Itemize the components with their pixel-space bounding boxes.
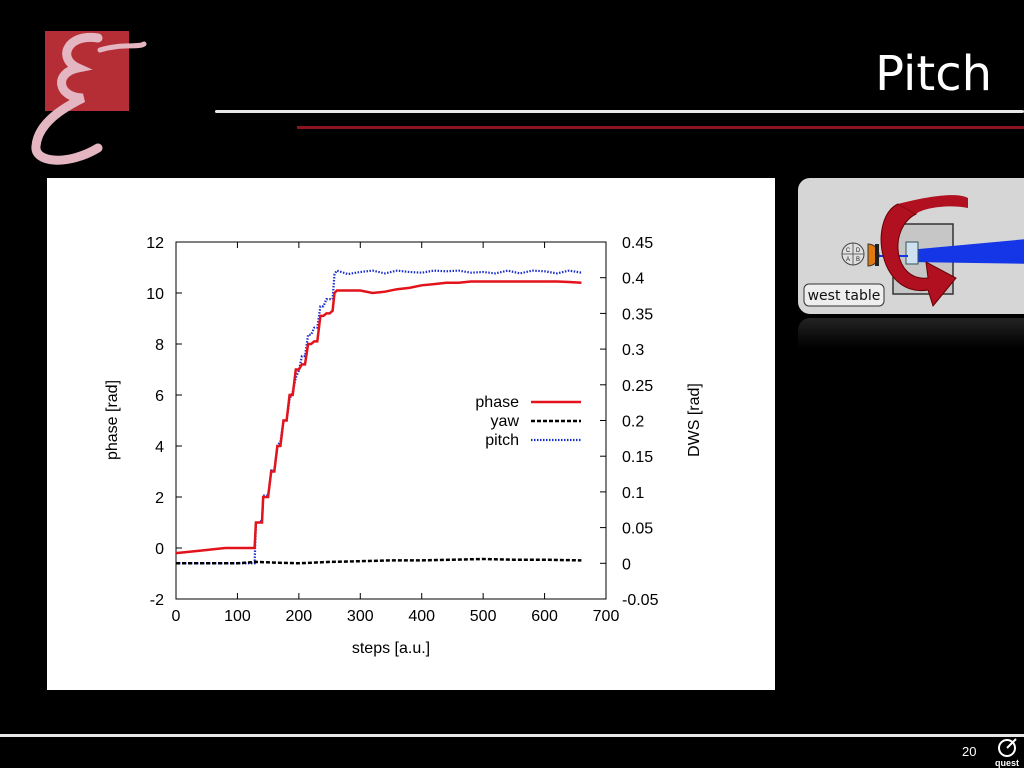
quadrant-label-a: A [846,257,850,263]
pitch-rotation-arrow [880,203,957,308]
x-tick-label: 300 [347,608,374,625]
y2-tick-label: 0.2 [622,414,644,431]
quadrant-label-d: D [856,248,861,254]
y2-tick-label: -0.05 [622,592,659,609]
legend: phase yaw pitch [475,394,581,449]
diagram-reflection [798,318,1024,348]
y2-tick-label: 0.4 [622,271,644,288]
y-tick-label: 6 [155,388,164,405]
series-line-pitch [176,269,582,565]
y-tick-label: 12 [146,235,164,252]
label-box [803,283,885,307]
y-tick-label: 8 [155,337,164,354]
y2-tick-label: 0.3 [622,342,644,359]
laser-beam [908,239,1024,264]
x-tick-label: 600 [531,608,558,625]
footer-rule [0,734,1024,737]
title-accent-rule [297,126,1024,129]
slide-title: Pitch [875,46,992,102]
chart-svg: 0 100 200 300 400 500 600 700 -2 0 2 4 6 8 10 12 -0.05… [104,235,703,657]
y-axis-label: phase [rad] [104,380,121,460]
legend-label-yaw: yaw [491,413,520,430]
lens-element [905,241,919,265]
y2-tick-label: 0.45 [622,235,653,252]
series-line-phase [175,280,582,555]
title-underline [215,110,1024,113]
y-tick-label: 10 [146,286,164,303]
legend-label-pitch: pitch [485,432,519,449]
chart-panel: 0 100 200 300 400 500 600 700 -2 0 2 4 6 8 10 12 -0.05… [47,178,775,690]
quest-symbol-logo [31,31,147,165]
quest-logo-text: quest [995,758,1019,768]
plot-frame [175,241,607,600]
quest-footer-logo: quest [995,738,1019,768]
x-axis-label: steps [a.u.] [352,640,430,657]
y2-tick-label: 0.25 [622,378,653,395]
y2-tick-label: 0 [622,556,631,573]
x-tick-label: 0 [172,608,181,625]
series-line-yaw [176,557,582,565]
y2-tick-label: 0.1 [622,485,644,502]
x-tick-label: 500 [470,608,497,625]
legend-label-phase: phase [475,394,519,411]
y2-axis-label: DWS [rad] [686,383,703,457]
y-tick-label: -2 [150,592,164,609]
setup-diagram-svg: C D A B west table [803,195,1024,308]
y-tick-label: 2 [155,490,164,507]
y2-tick-label: 0.35 [622,306,653,323]
quadrant-label-b: B [856,257,860,263]
west-table-label: west table [808,288,881,304]
setup-diagram: C D A B west table [798,178,1024,314]
x-tick-label: 400 [408,608,435,625]
y2-tick-label: 0.05 [622,521,653,538]
page-number: 20 [962,744,977,759]
y-tick-label: 4 [155,439,164,456]
quadrant-label-c: C [846,248,851,254]
y2-tick-label: 0.15 [622,449,653,466]
x-tick-label: 200 [286,608,313,625]
x-tick-label: 700 [593,608,620,625]
x-tick-label: 100 [224,608,251,625]
y-tick-label: 0 [155,541,164,558]
